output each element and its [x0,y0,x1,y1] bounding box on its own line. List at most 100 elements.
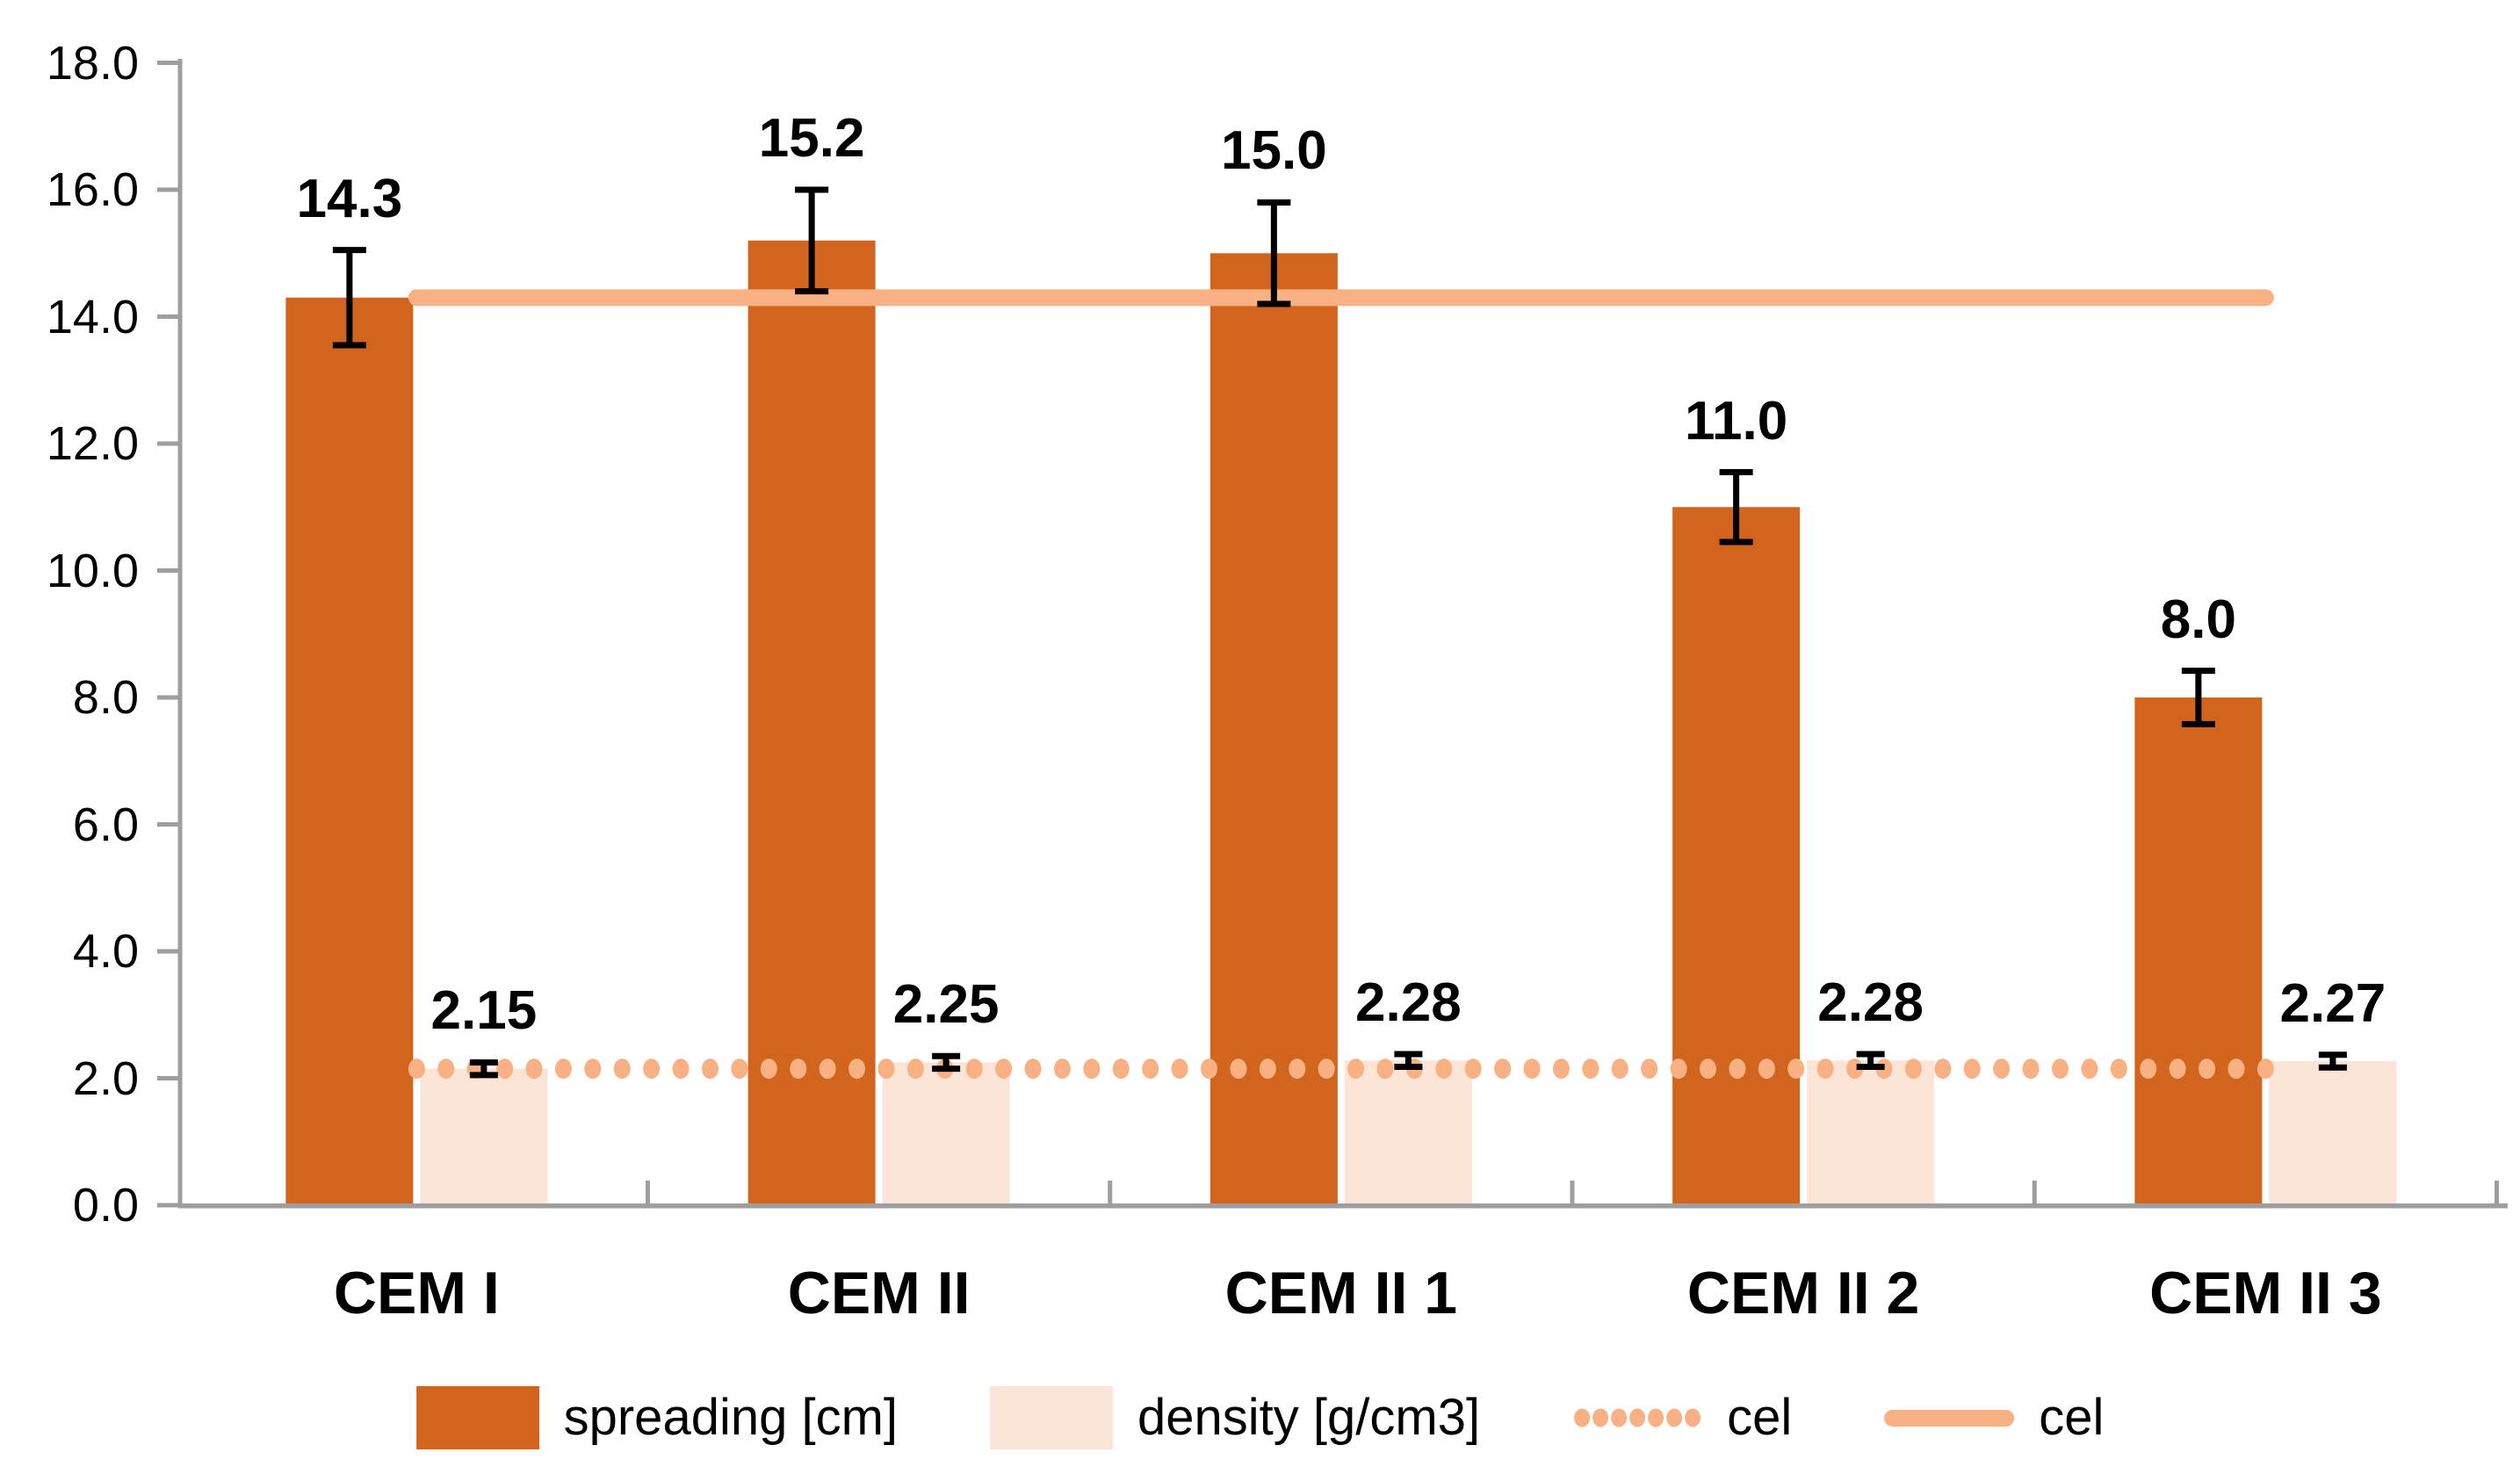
category-label: CEM II 1 [1224,1260,1458,1326]
cel-dotted-line-dot [1464,1059,1482,1080]
cel-dotted-line-dot [1259,1059,1276,1080]
cel-dotted-line-dot [525,1059,543,1080]
y-axis-line [177,59,183,1208]
cel-dotted-line-dot [1552,1059,1570,1080]
bar-spreading-0 [285,297,414,1205]
x-axis-tick [646,1181,650,1203]
y-axis-tick [157,822,180,827]
cel-dotted-line-dot [877,1059,895,1080]
cel-dotted-line-dot [1053,1059,1071,1080]
legend-swatch-bar-icon [990,1386,1114,1449]
cel-dotted-line-dot [437,1059,455,1080]
data-label-spreading: 11.0 [1685,390,1788,452]
legend-dot [1666,1408,1683,1427]
bar-density-3 [1807,1060,1935,1204]
y-axis-tick [157,441,180,446]
legend-dot [1574,1408,1591,1427]
cel-dotted-line-dot [995,1059,1013,1080]
y-axis-tick-label: 8.0 [72,671,139,724]
cel-dotted-line-dot [1289,1059,1306,1080]
cel-dotted-line-dot [965,1059,983,1080]
error-bar-density-2 [1394,1051,1423,1070]
cel-dotted-line-dot [1347,1059,1365,1080]
y-axis-tick-label: 14.0 [46,290,139,343]
cel-dotted-line-dot [2169,1059,2186,1080]
cel-dotted-line-dot [1729,1059,1746,1080]
cel-dotted-line-dot [584,1059,602,1080]
y-axis-tick [157,695,180,700]
cel-dotted-line-dot [2199,1059,2216,1080]
cel-dotted-line-dot [1318,1059,1335,1080]
legend-item-spreading: spreading [cm] [415,1386,898,1449]
cel-dotted-line-dot [1582,1059,1599,1080]
cel-dotted-line-dot [1024,1059,1042,1080]
data-label-spreading: 15.2 [758,108,865,169]
legend-item-cel-dotted: cel [1572,1387,1792,1449]
cel-dotted-line-dot [672,1059,690,1080]
legend-label: cel [2039,1389,2105,1446]
legend-item-density: density [g/cm3] [990,1386,1480,1449]
cel-dotted-line-dot [790,1059,807,1080]
error-bar-density-3 [1856,1051,1885,1070]
bar-spreading-2 [1209,253,1338,1204]
legend-item-cel-solid: cel [1884,1387,2104,1449]
cel-dotted-line-dot [702,1059,719,1080]
x-axis-tick [1108,1181,1113,1203]
error-bar-spreading-4 [2181,668,2215,727]
legend-dot [1685,1408,1701,1427]
cel-dotted-line-dot [848,1059,866,1080]
y-axis-tick-label: 12.0 [46,417,139,470]
bar-density-0 [420,1068,548,1204]
y-axis-tick-label: 16.0 [46,163,139,216]
legend-swatch-solid-line-icon [1884,1409,2015,1427]
data-label-spreading: 15.0 [1221,120,1327,182]
error-bar-density-4 [2318,1051,2347,1071]
cel-dotted-line-dot [1201,1059,1218,1080]
y-axis-tick [157,1203,180,1208]
y-axis-tick-label: 18.0 [46,36,139,90]
y-axis-tick [157,568,180,573]
cel-dotted-line-dot [1758,1059,1775,1080]
cel-dotted-line-dot [2081,1059,2098,1080]
error-bar-spreading-0 [332,247,366,349]
bar-density-1 [882,1062,1010,1204]
x-axis-line [177,1203,2508,1209]
bar-spreading-3 [1672,507,1801,1204]
cel-dotted-line-dot [1641,1059,1658,1080]
cel-dotted-line-dot [408,1059,425,1080]
cel-dotted-line-dot [1993,1059,2011,1080]
cel-dotted-line-dot [2228,1059,2245,1080]
cel-dotted-line-dot [819,1059,836,1080]
bar-density-4 [2269,1060,2397,1204]
y-axis-tick-label: 2.0 [72,1051,139,1105]
cel-dotted-line-dot [731,1059,748,1080]
cel-dotted-line-dot [2256,1059,2274,1080]
cel-dotted-line-dot [906,1059,924,1080]
bar-spreading-1 [747,240,876,1204]
cel-dotted-line-dot [1435,1059,1453,1080]
legend-dot [1611,1408,1628,1427]
cel-dotted-line-dot [1904,1059,1922,1080]
error-bar-density-0 [469,1059,498,1079]
x-axis-tick [2495,1181,2499,1203]
error-bar-spreading-3 [1719,469,1753,546]
y-axis-tick [157,61,180,65]
cel-dotted-line-dot [1963,1059,1981,1080]
error-bar-spreading-2 [1257,199,1291,307]
legend-swatch-dotted-line-icon [1574,1408,1701,1427]
data-label-density: 2.25 [892,974,1000,1036]
bar-density-2 [1344,1060,1472,1204]
bar-spreading-4 [2134,697,2263,1204]
legend-swatch-bar-icon [415,1386,539,1449]
data-label-density: 2.15 [430,980,538,1042]
cel-dotted-line-dot [1670,1059,1687,1080]
cel-dotted-line-dot [1700,1059,1717,1080]
cel-dotted-line-dot [1934,1059,1952,1080]
y-axis-tick [157,1076,180,1080]
error-bar-density-1 [932,1052,961,1073]
data-label-spreading: 14.3 [296,168,403,229]
y-axis-tick-label: 4.0 [72,925,139,978]
y-axis-tick-label: 0.0 [72,1179,139,1232]
